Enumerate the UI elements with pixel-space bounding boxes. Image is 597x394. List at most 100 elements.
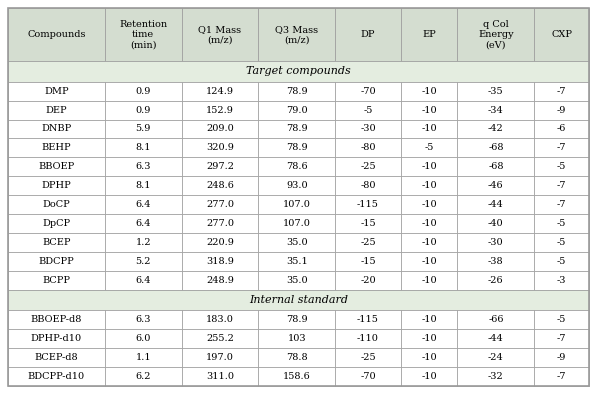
Text: -70: -70 bbox=[360, 372, 376, 381]
Text: 6.2: 6.2 bbox=[136, 372, 151, 381]
Bar bbox=[105, 8, 181, 61]
Bar bbox=[401, 214, 457, 233]
Text: BCEP-d8: BCEP-d8 bbox=[35, 353, 78, 362]
Text: -80: -80 bbox=[360, 181, 376, 190]
Bar bbox=[181, 271, 259, 290]
Text: 0.9: 0.9 bbox=[136, 106, 151, 115]
Text: -115: -115 bbox=[357, 315, 379, 324]
Bar bbox=[105, 329, 181, 348]
Text: -25: -25 bbox=[360, 162, 376, 171]
Text: -5: -5 bbox=[424, 143, 434, 152]
Bar bbox=[8, 252, 105, 271]
Text: BDCPP: BDCPP bbox=[39, 257, 74, 266]
Bar bbox=[181, 100, 259, 119]
Bar bbox=[181, 82, 259, 100]
Bar bbox=[259, 195, 336, 214]
Text: DP: DP bbox=[361, 30, 375, 39]
Text: 1.2: 1.2 bbox=[136, 238, 151, 247]
Bar bbox=[534, 348, 589, 367]
Bar bbox=[401, 310, 457, 329]
Bar bbox=[534, 233, 589, 252]
Bar bbox=[534, 157, 589, 176]
Bar bbox=[534, 176, 589, 195]
Text: BBOEP: BBOEP bbox=[38, 162, 75, 171]
Bar bbox=[457, 214, 534, 233]
Text: -10: -10 bbox=[421, 106, 437, 115]
Bar bbox=[181, 157, 259, 176]
Text: -10: -10 bbox=[421, 353, 437, 362]
Text: -5: -5 bbox=[557, 162, 567, 171]
Bar bbox=[105, 82, 181, 100]
Text: -35: -35 bbox=[488, 87, 504, 96]
Bar bbox=[401, 367, 457, 386]
Text: -15: -15 bbox=[360, 257, 376, 266]
Bar bbox=[181, 233, 259, 252]
Text: 78.8: 78.8 bbox=[286, 353, 307, 362]
Text: -66: -66 bbox=[488, 315, 504, 324]
Text: 209.0: 209.0 bbox=[206, 125, 234, 134]
Text: Retention
time
(min): Retention time (min) bbox=[119, 20, 167, 49]
Bar bbox=[401, 138, 457, 157]
Bar bbox=[457, 233, 534, 252]
Text: BEHP: BEHP bbox=[42, 143, 71, 152]
Bar bbox=[401, 157, 457, 176]
Text: 255.2: 255.2 bbox=[206, 334, 234, 343]
Bar bbox=[336, 348, 401, 367]
Bar bbox=[105, 100, 181, 119]
Bar bbox=[8, 176, 105, 195]
Bar bbox=[457, 82, 534, 100]
Bar bbox=[105, 233, 181, 252]
Bar bbox=[181, 348, 259, 367]
Bar bbox=[336, 329, 401, 348]
Text: 6.3: 6.3 bbox=[136, 162, 151, 171]
Bar bbox=[105, 271, 181, 290]
Text: -80: -80 bbox=[360, 143, 376, 152]
Bar bbox=[336, 310, 401, 329]
Text: Q1 Mass
(m/z): Q1 Mass (m/z) bbox=[198, 25, 242, 44]
Text: DEP: DEP bbox=[45, 106, 67, 115]
Bar bbox=[259, 100, 336, 119]
Bar bbox=[259, 138, 336, 157]
Bar bbox=[534, 271, 589, 290]
Text: 220.9: 220.9 bbox=[206, 238, 234, 247]
Text: 8.1: 8.1 bbox=[136, 143, 151, 152]
Text: 248.9: 248.9 bbox=[206, 276, 234, 284]
Text: 79.0: 79.0 bbox=[286, 106, 307, 115]
Text: -9: -9 bbox=[557, 106, 567, 115]
Bar bbox=[401, 195, 457, 214]
Text: 277.0: 277.0 bbox=[206, 200, 234, 209]
Bar bbox=[457, 119, 534, 138]
Bar bbox=[105, 348, 181, 367]
Text: -7: -7 bbox=[557, 334, 567, 343]
Bar bbox=[336, 8, 401, 61]
Bar bbox=[336, 138, 401, 157]
Text: 35.1: 35.1 bbox=[286, 257, 307, 266]
Bar bbox=[8, 138, 105, 157]
Text: -40: -40 bbox=[488, 219, 504, 228]
Bar bbox=[8, 8, 105, 61]
Text: DPHP-d10: DPHP-d10 bbox=[31, 334, 82, 343]
Text: 197.0: 197.0 bbox=[206, 353, 234, 362]
Bar bbox=[534, 310, 589, 329]
Bar bbox=[401, 100, 457, 119]
Bar bbox=[336, 82, 401, 100]
Bar bbox=[336, 157, 401, 176]
Text: 6.3: 6.3 bbox=[136, 315, 151, 324]
Bar bbox=[534, 214, 589, 233]
Bar bbox=[401, 119, 457, 138]
Bar bbox=[401, 271, 457, 290]
Bar bbox=[534, 329, 589, 348]
Bar bbox=[336, 367, 401, 386]
Bar bbox=[534, 100, 589, 119]
Bar bbox=[8, 271, 105, 290]
Text: DNBP: DNBP bbox=[41, 125, 72, 134]
Text: DMP: DMP bbox=[44, 87, 69, 96]
Bar bbox=[401, 252, 457, 271]
Bar bbox=[401, 8, 457, 61]
Text: -44: -44 bbox=[488, 200, 504, 209]
Text: -110: -110 bbox=[357, 334, 379, 343]
Text: 6.4: 6.4 bbox=[136, 276, 151, 284]
Text: 311.0: 311.0 bbox=[206, 372, 234, 381]
Bar bbox=[259, 329, 336, 348]
Text: -115: -115 bbox=[357, 200, 379, 209]
